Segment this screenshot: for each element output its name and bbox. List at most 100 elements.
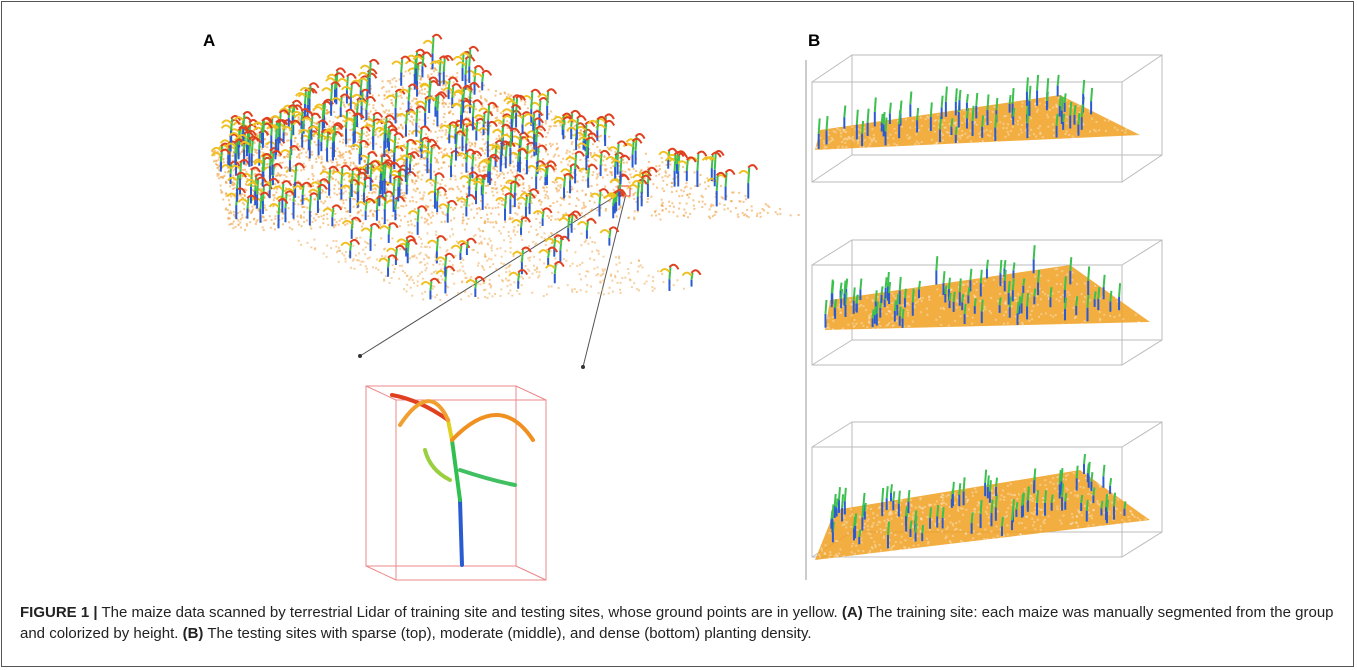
ground-point (274, 228, 276, 230)
ground-point (443, 102, 445, 104)
plant-stem (361, 79, 362, 91)
ground-point (888, 322, 890, 324)
plant-stem (260, 195, 261, 209)
ground-point (313, 198, 315, 200)
ground-point (1075, 316, 1077, 318)
ground-point (587, 213, 589, 215)
ground-point (404, 272, 406, 274)
plant-stem (533, 114, 534, 122)
ground-point (1125, 128, 1127, 130)
ground-point (425, 205, 427, 207)
ground-point (921, 300, 923, 302)
ground-point (222, 199, 224, 201)
plant-stem (687, 160, 688, 171)
ground-point (586, 270, 588, 272)
ground-point (484, 169, 486, 171)
ground-point (431, 211, 433, 213)
ground-point (840, 132, 842, 134)
ground-point (560, 124, 562, 126)
ground-point (553, 170, 555, 172)
ground-point (338, 247, 340, 249)
ground-point (415, 98, 417, 100)
ground-point (825, 146, 827, 148)
plant-stem (996, 98, 997, 110)
ground-point (488, 207, 490, 209)
ground-point (921, 125, 923, 127)
ground-point (372, 188, 374, 190)
ground-point (435, 270, 437, 272)
ground-point (498, 135, 500, 137)
ground-point (984, 306, 986, 308)
ground-point (596, 184, 598, 186)
ground-point (602, 280, 604, 282)
ground-point (640, 264, 642, 266)
ground-point (614, 151, 616, 153)
ground-point (873, 134, 875, 136)
ground-point (1030, 129, 1032, 131)
ground-point (464, 272, 466, 274)
ground-point (1058, 291, 1060, 293)
plant-stem (407, 175, 408, 185)
ground-point (908, 296, 910, 298)
ground-point (298, 196, 300, 198)
ground-point (398, 127, 400, 129)
ground-point (628, 272, 630, 274)
ground-point (326, 176, 328, 178)
plant-stem (1029, 86, 1030, 101)
ground-point (389, 80, 391, 82)
ground-point (366, 131, 368, 133)
ground-point (602, 270, 604, 272)
ground-point (828, 317, 830, 319)
ground-point (955, 122, 957, 124)
ground-point (963, 115, 965, 117)
ground-point (949, 135, 951, 137)
ground-point (398, 215, 400, 217)
ground-point (411, 223, 413, 225)
ground-point (441, 88, 443, 90)
ground-point (554, 182, 556, 184)
ground-point (428, 214, 430, 216)
ground-point (342, 199, 344, 201)
plant-leaf (311, 182, 320, 185)
ground-point (382, 80, 384, 82)
ground-point (641, 266, 643, 268)
plant-stem (882, 286, 883, 294)
ground-point (676, 279, 678, 281)
ground-point (331, 177, 333, 179)
ground-point (287, 153, 289, 155)
ground-point (538, 143, 540, 145)
ground-point (449, 260, 451, 262)
ground-point (682, 166, 684, 168)
ground-point (495, 268, 497, 270)
ground-point (720, 185, 722, 187)
ground-point (1045, 312, 1047, 314)
plant-leaf (397, 159, 406, 162)
ground-point (379, 224, 381, 226)
ground-point (1036, 111, 1038, 113)
ground-point (452, 264, 454, 266)
ground-point (562, 158, 564, 160)
ground-point (994, 106, 996, 108)
ground-point (385, 109, 387, 111)
ground-point (1031, 310, 1033, 312)
plant-stem (1037, 75, 1038, 90)
ground-point (421, 89, 423, 91)
plant-leaf (222, 120, 231, 123)
plant-stem (466, 127, 467, 143)
plant-stem (905, 289, 906, 298)
ground-point (427, 91, 429, 93)
ground-point (490, 213, 492, 215)
ground-point (426, 232, 428, 234)
ground-point (917, 145, 919, 147)
ground-point (399, 108, 401, 110)
ground-point (527, 257, 529, 259)
ground-point (549, 143, 551, 145)
ground-point (864, 130, 866, 132)
ground-point (505, 278, 507, 280)
ground-point (355, 254, 357, 256)
ground-point (661, 210, 663, 212)
ground-point (503, 226, 505, 228)
ground-point (491, 245, 493, 247)
ground-point (392, 215, 394, 217)
ground-point (352, 245, 354, 247)
